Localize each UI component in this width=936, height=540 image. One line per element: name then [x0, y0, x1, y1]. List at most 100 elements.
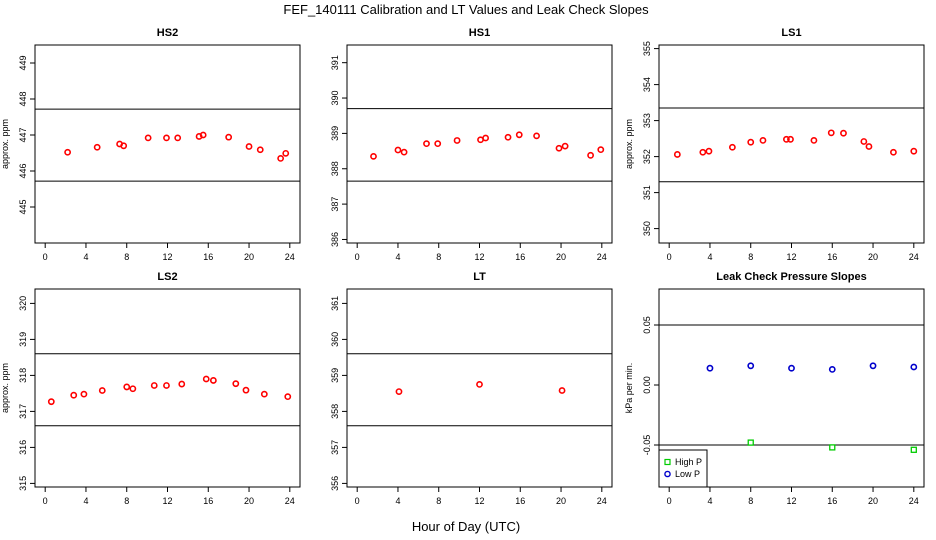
data-point	[705, 147, 713, 155]
data-point	[70, 391, 78, 399]
x-tick-label: 8	[748, 252, 753, 262]
panel-6: Leak Check Pressure Slopes 0 4 8 12 16 20 24 -0.…	[624, 271, 925, 506]
figure-xlabel: Hour of Day (UTC)	[412, 519, 520, 534]
data-point	[829, 444, 836, 451]
data-point	[245, 143, 253, 150]
y-tick-label: 359	[330, 368, 340, 383]
data-point	[163, 382, 170, 389]
x-tick-label: 20	[244, 252, 254, 262]
panel-2: HS1 0 4 8 12 16 20 24 386 387 388 389 390 391	[330, 27, 613, 262]
data-point	[93, 143, 101, 151]
data-point	[810, 136, 818, 144]
panel-title: Leak Check Pressure Slopes	[716, 271, 866, 283]
x-tick-label: 0	[355, 496, 360, 506]
data-point	[869, 362, 877, 370]
data-point	[178, 380, 186, 388]
data-point	[561, 142, 569, 150]
data-point	[910, 147, 918, 155]
data-point	[728, 143, 736, 151]
panel-title: HS1	[469, 27, 490, 39]
y-tick-label: -0.05	[642, 435, 652, 456]
y-tick-label: 389	[330, 126, 340, 141]
panel-title: LS2	[157, 271, 177, 283]
data-point	[747, 439, 754, 446]
legend-label: High P	[675, 457, 702, 467]
x-tick-label: 8	[436, 496, 441, 506]
data-point	[840, 129, 847, 137]
data-point	[260, 390, 268, 398]
y-axis-label: approx. ppm	[0, 119, 10, 169]
x-tick-label: 12	[162, 496, 172, 506]
data-point	[453, 137, 461, 144]
x-tick-label: 20	[868, 252, 878, 262]
data-point	[860, 138, 868, 145]
x-tick-label: 4	[395, 252, 400, 262]
x-tick-label: 16	[827, 496, 837, 506]
data-point	[787, 135, 794, 143]
data-point	[282, 149, 290, 157]
data-point	[476, 380, 483, 388]
plot-frame	[34, 44, 301, 244]
y-tick-label: 447	[18, 127, 28, 142]
plot-frame	[346, 44, 613, 244]
x-tick-label: 12	[474, 496, 484, 506]
y-tick-label: 320	[18, 296, 28, 311]
data-point	[515, 131, 523, 139]
panel-1: HS2 0 4 8 12 16 20 24 445 446 447 448 449 approx. ppm	[0, 27, 301, 262]
data-point	[209, 377, 217, 384]
data-point	[783, 135, 790, 143]
y-tick-label: 386	[330, 232, 340, 247]
y-tick-label: 350	[642, 221, 652, 236]
y-tick-label: 445	[18, 199, 28, 214]
x-tick-label: 12	[162, 252, 172, 262]
panel-4: LS2 0 4 8 12 16 20 24 315 316 317 318 319 320 approx. …	[0, 271, 301, 506]
y-tick-label: 387	[330, 197, 340, 212]
data-point	[587, 151, 594, 159]
data-point	[890, 148, 897, 156]
data-point	[699, 148, 707, 156]
y-tick-label: 351	[642, 185, 652, 200]
x-tick-label: 8	[124, 252, 129, 262]
data-point	[828, 365, 836, 373]
y-axis-label: kPa per min.	[624, 363, 634, 414]
x-tick-label: 16	[203, 496, 213, 506]
y-tick-label: 353	[642, 113, 652, 128]
data-point	[225, 133, 233, 141]
x-tick-label: 0	[355, 252, 360, 262]
x-tick-label: 0	[667, 252, 672, 262]
panel-title: LS1	[781, 27, 801, 39]
data-point	[256, 146, 264, 154]
data-point	[202, 375, 210, 383]
data-point	[284, 393, 292, 401]
panel-5: LT 0 4 8 12 16 20 24 356 357 358 359 360 361	[330, 271, 613, 506]
x-tick-label: 12	[786, 496, 796, 506]
data-point	[482, 134, 490, 142]
y-tick-label: 319	[18, 332, 28, 347]
x-tick-label: 0	[43, 252, 48, 262]
x-tick-label: 8	[124, 496, 129, 506]
panel-3: LS1 0 4 8 12 16 20 24 350 351 352 353 354 355 approx. …	[624, 27, 925, 262]
data-point	[910, 363, 918, 371]
legend-marker	[664, 470, 671, 478]
x-tick-label: 4	[83, 496, 88, 506]
panel-title: HS2	[157, 27, 178, 39]
data-point	[199, 131, 207, 139]
data-point	[788, 364, 795, 372]
data-point	[129, 385, 137, 393]
data-point	[277, 154, 285, 162]
data-point	[597, 146, 605, 154]
x-tick-label: 4	[707, 496, 712, 506]
data-point	[504, 133, 512, 141]
data-point	[123, 383, 131, 391]
legend: High P Low P	[658, 449, 708, 488]
y-tick-label: 315	[18, 476, 28, 491]
y-tick-label: 317	[18, 404, 28, 419]
y-tick-label: 0.05	[642, 316, 652, 334]
x-tick-label: 20	[556, 252, 566, 262]
x-tick-label: 20	[868, 496, 878, 506]
plot-frame	[658, 44, 925, 244]
x-tick-label: 16	[203, 252, 213, 262]
figure-title: FEF_140111 Calibration and LT Values and…	[283, 2, 649, 17]
data-point	[400, 148, 408, 156]
